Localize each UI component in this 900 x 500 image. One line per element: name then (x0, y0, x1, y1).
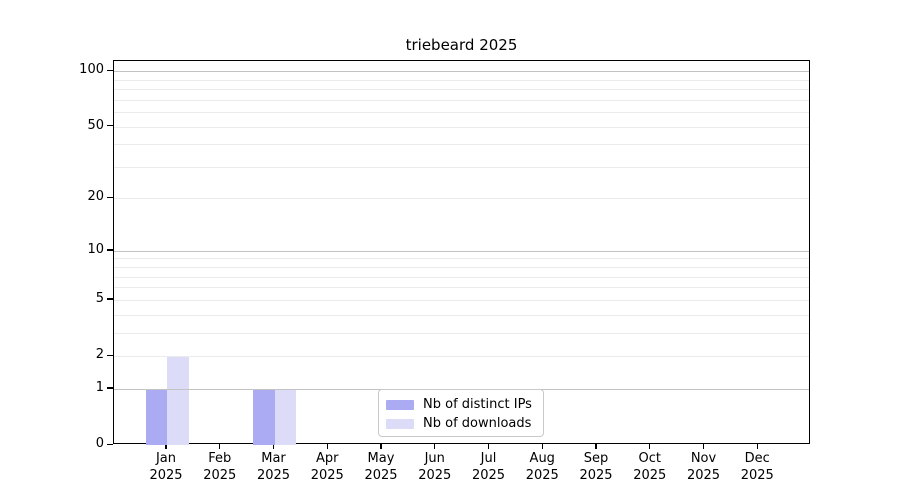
y-tick-label-10: 10 (87, 241, 104, 257)
x-tick-label-oct: Oct 2025 (633, 451, 667, 483)
y-tick-mark-5 (107, 298, 113, 300)
x-tick-mark-feb (219, 444, 221, 449)
legend-entry-distinct-ips: Nb of distinct IPs (386, 395, 543, 414)
chart-title: triebeard 2025 (405, 36, 518, 54)
x-tick-mark-may (380, 444, 382, 449)
legend: Nb of distinct IPs Nb of downloads (378, 389, 544, 437)
minor-gridline-40 (114, 144, 809, 146)
minor-gridline-20 (114, 198, 809, 200)
x-tick-label-apr: Apr 2025 (310, 451, 344, 483)
y-tick-label-20: 20 (87, 189, 104, 205)
x-tick-mark-jan (165, 444, 167, 449)
x-tick-label-jan: Jan 2025 (149, 451, 183, 483)
legend-swatch-downloads (386, 418, 414, 429)
y-tick-mark-10 (107, 249, 113, 251)
y-tick-mark-2 (107, 354, 113, 356)
minor-gridline-50 (114, 126, 809, 128)
minor-gridline-90 (114, 79, 809, 81)
minor-gridline-6 (114, 287, 809, 289)
x-tick-mark-apr (326, 444, 328, 449)
bar-downloads-jan (167, 356, 189, 445)
bar-distinct-ips-mar (253, 388, 275, 445)
x-tick-mark-jun (434, 444, 436, 449)
y-tick-label-50: 50 (87, 117, 104, 133)
x-tick-label-nov: Nov 2025 (686, 451, 721, 483)
x-tick-label-dec: Dec 2025 (740, 451, 774, 483)
y-tick-label-1: 1 (95, 379, 104, 395)
minor-gridline-70 (114, 99, 809, 101)
minor-gridline-8 (114, 267, 809, 269)
x-tick-label-feb: Feb 2025 (203, 451, 237, 483)
x-tick-label-mar: Mar 2025 (256, 451, 291, 483)
y-tick-label-0: 0 (95, 436, 104, 451)
legend-swatch-distinct-ips (386, 399, 414, 410)
x-tick-mark-oct (649, 444, 651, 449)
minor-gridline-3 (114, 332, 809, 334)
minor-gridline-30 (114, 166, 809, 168)
x-tick-label-jun: Jun 2025 (418, 451, 452, 483)
bar-distinct-ips-jan (145, 388, 167, 445)
y-tick-mark-100 (107, 69, 113, 71)
major-gridline-100 (114, 71, 809, 73)
y-tick-mark-20 (107, 196, 113, 199)
minor-gridline-7 (114, 276, 809, 278)
x-tick-label-may: May 2025 (364, 451, 398, 483)
x-tick-mark-dec (756, 444, 758, 449)
minor-gridline-4 (114, 314, 809, 316)
x-tick-mark-jul (487, 444, 490, 449)
x-tick-label-aug: Aug 2025 (525, 451, 559, 483)
bar-downloads-mar (274, 388, 296, 445)
y-tick-label-5: 5 (95, 290, 104, 306)
y-tick-mark-50 (107, 125, 113, 127)
x-tick-mark-nov (702, 444, 705, 449)
x-tick-mark-sep (595, 444, 597, 449)
y-tick-label-100: 100 (79, 62, 104, 78)
x-tick-mark-mar (272, 444, 275, 449)
x-tick-mark-aug (541, 444, 543, 449)
plot-area (113, 60, 810, 445)
x-tick-label-sep: Sep 2025 (579, 451, 613, 483)
y-tick-mark-0 (107, 443, 113, 445)
y-tick-label-2: 2 (95, 347, 104, 362)
legend-entry-downloads: Nb of downloads (386, 414, 543, 433)
minor-gridline-60 (114, 112, 809, 114)
minor-gridline-9 (114, 258, 809, 260)
minor-gridline-80 (114, 89, 809, 91)
major-gridline-10 (114, 250, 809, 252)
legend-label-downloads: Nb of downloads (423, 416, 532, 431)
minor-gridline-2 (114, 356, 809, 357)
x-tick-label-jul: Jul 2025 (471, 451, 506, 483)
legend-label-distinct-ips: Nb of distinct IPs (423, 397, 532, 412)
minor-gridline-5 (114, 299, 809, 301)
y-tick-mark-1 (107, 387, 113, 389)
